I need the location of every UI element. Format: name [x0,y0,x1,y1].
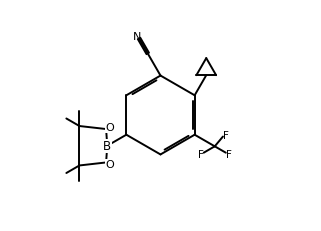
Text: F: F [226,149,232,159]
Text: B: B [103,140,111,153]
Text: F: F [197,149,204,159]
Text: F: F [223,131,229,141]
Text: O: O [105,123,114,133]
Text: N: N [133,31,141,41]
Text: O: O [105,159,114,169]
